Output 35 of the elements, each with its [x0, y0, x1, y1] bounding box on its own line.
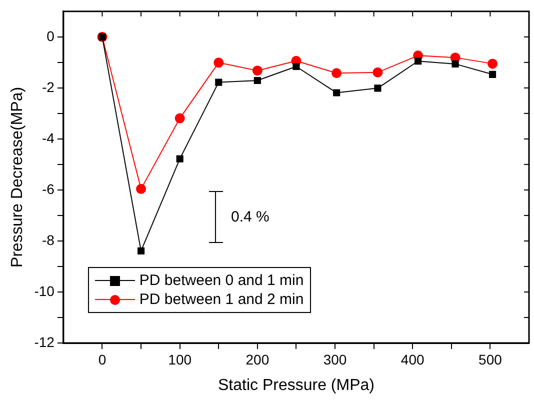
point	[372, 67, 383, 78]
point	[137, 247, 145, 254]
point	[136, 184, 146, 194]
y-tick-label: 0	[46, 28, 55, 44]
y-axis-title: Pressure Decrease(MPa)	[9, 86, 26, 268]
x-tick-label: 500	[478, 351, 502, 368]
point	[332, 68, 342, 78]
point	[215, 78, 222, 86]
y-tick-label: -6	[42, 180, 55, 197]
point	[333, 89, 340, 96]
point	[174, 113, 185, 124]
point	[176, 155, 184, 162]
legend-label: PD between 0 and 1 min	[139, 272, 304, 289]
x-tick-label: 400	[400, 351, 424, 368]
point	[374, 84, 382, 92]
y-tick-label: -2	[42, 78, 55, 95]
point	[488, 58, 498, 69]
x-axis-title: Static Pressure (MPa)	[218, 376, 374, 394]
point	[292, 62, 300, 70]
y-tick-label: -10	[34, 282, 55, 299]
annotation: 0.4 %	[231, 208, 270, 226]
point	[414, 58, 422, 65]
x-tick-label: 300	[323, 351, 347, 368]
x-tick-label: 200	[246, 351, 270, 368]
y-tick-label: -12	[34, 334, 55, 350]
x-tick-label: 0	[98, 351, 106, 368]
x-tick-label: 100	[168, 351, 192, 368]
legend-label: PD between 1 and 2 min	[139, 291, 304, 308]
point	[252, 66, 262, 76]
y-tick-label: -8	[42, 232, 55, 248]
y-tick-label: -4	[42, 130, 55, 146]
point	[254, 76, 261, 84]
point	[214, 58, 224, 68]
point	[452, 60, 459, 68]
point	[488, 70, 496, 78]
